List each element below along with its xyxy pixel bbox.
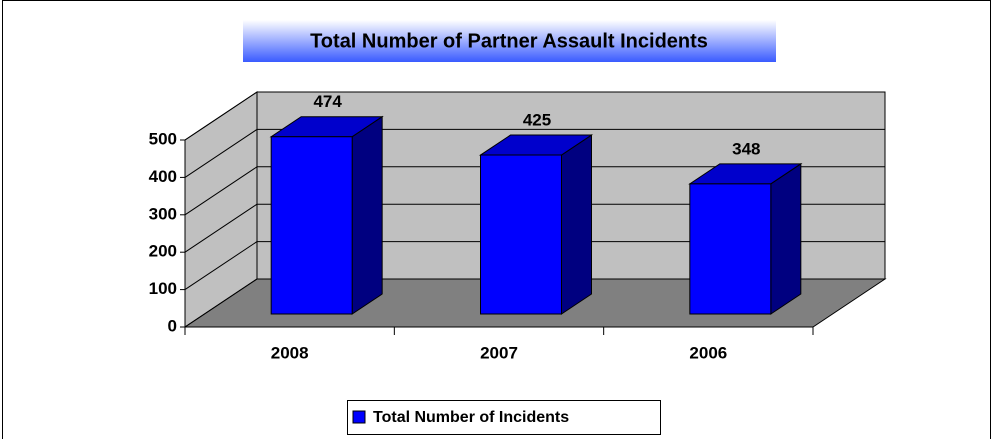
y-tick-label: 300 xyxy=(149,204,177,223)
legend-swatch xyxy=(352,410,366,424)
grid-line xyxy=(184,128,258,178)
value-label: 348 xyxy=(732,139,760,158)
value-label: 474 xyxy=(313,92,342,111)
x-tick-label: 2008 xyxy=(271,343,309,362)
bar-front xyxy=(480,154,562,315)
y-tick-label: 100 xyxy=(149,279,177,298)
legend-label: Total Number of Incidents xyxy=(373,409,569,426)
y-tick-label: 500 xyxy=(149,129,177,148)
grid-line xyxy=(184,241,258,291)
bar xyxy=(269,115,384,315)
bar xyxy=(478,134,594,315)
grid-line xyxy=(184,91,258,141)
bar xyxy=(688,162,803,315)
bar-side xyxy=(770,162,802,315)
value-label: 425 xyxy=(523,111,551,130)
x-tick-label: 2007 xyxy=(480,343,518,362)
grid-line xyxy=(184,203,258,253)
chart-title: Total Number of Partner Assault Incident… xyxy=(310,30,708,52)
title-box xyxy=(243,20,776,62)
grid-line xyxy=(184,166,258,216)
grid-line xyxy=(184,278,258,328)
bar-front xyxy=(270,136,353,315)
bar-side xyxy=(561,134,592,315)
y-tick-label: 400 xyxy=(149,167,177,186)
legend-box xyxy=(347,400,661,435)
y-tick-label: 200 xyxy=(149,242,177,261)
x-tick-label: 2006 xyxy=(689,343,727,362)
y-tick-label: 0 xyxy=(168,316,177,335)
bar-front xyxy=(689,183,772,315)
bar-side xyxy=(351,115,383,315)
